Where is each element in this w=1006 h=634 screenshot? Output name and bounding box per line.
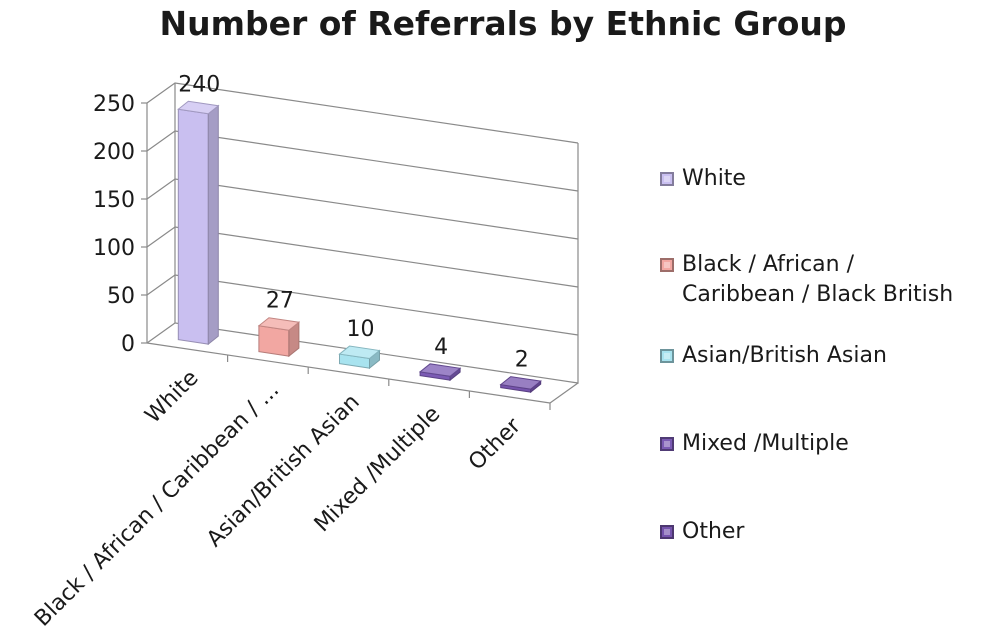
y-tick-label: 200	[93, 140, 135, 165]
gridline	[146, 178, 579, 240]
legend-label-black: Black / African / Caribbean / Black Brit…	[682, 252, 954, 307]
bar-top-face	[418, 363, 462, 377]
bar-front-face	[177, 108, 209, 345]
bar-side-face	[207, 104, 219, 346]
legend-label-asian: Asian/British Asian	[682, 343, 887, 368]
legend-item-asian: Asian/British Asian	[660, 341, 992, 371]
y-tick-label: 150	[93, 188, 135, 213]
data-label: 27	[266, 289, 294, 314]
gridline	[146, 274, 579, 336]
data-label: 240	[178, 72, 220, 97]
legend-swatch-white	[660, 172, 674, 186]
y-tick-label: 50	[107, 284, 135, 309]
x-tick-label: Other	[464, 413, 527, 476]
gridline	[146, 82, 579, 144]
legend-swatch-black	[660, 258, 674, 272]
bar	[177, 100, 220, 346]
data-label: 4	[434, 335, 448, 360]
gridline	[146, 226, 579, 288]
x-tick-label: White	[141, 366, 204, 429]
floor-right-edge	[549, 382, 579, 404]
y-tick-label: 100	[93, 236, 135, 261]
legend-item-mixed: Mixed /Multiple	[660, 429, 992, 459]
floor-front-edge	[146, 342, 551, 404]
bar-top-face	[177, 100, 220, 115]
legend-swatch-asian	[660, 349, 674, 363]
bar	[499, 376, 542, 394]
gridline	[146, 130, 579, 192]
bar-front-face	[258, 325, 290, 357]
legend-label-mixed: Mixed /Multiple	[682, 431, 849, 456]
legend-item-other: Other	[660, 517, 992, 547]
bar-top-face	[257, 317, 301, 331]
bar	[418, 363, 462, 382]
data-label: 10	[347, 317, 375, 342]
legend-item-white: White	[660, 164, 992, 194]
y-tick-label: 0	[121, 332, 135, 357]
bar-top-face	[338, 345, 381, 360]
y-tick-label: 250	[93, 92, 135, 117]
bar-top-face	[499, 376, 542, 390]
x-tick-label: Asian/British Asian	[202, 390, 365, 553]
bar	[338, 345, 381, 370]
legend-swatch-mixed	[660, 437, 674, 451]
back-wall-frame	[174, 83, 579, 384]
legend-label-white: White	[682, 166, 746, 191]
data-label: 2	[515, 348, 529, 373]
bar	[257, 317, 301, 358]
chart-title: Number of Referrals by Ethnic Group	[159, 4, 847, 43]
legend-label-other: Other	[682, 519, 745, 544]
floor-left-edge	[146, 322, 176, 344]
legend-swatch-other	[660, 525, 674, 539]
legend-item-black: Black / African / Caribbean / Black Brit…	[660, 250, 992, 310]
